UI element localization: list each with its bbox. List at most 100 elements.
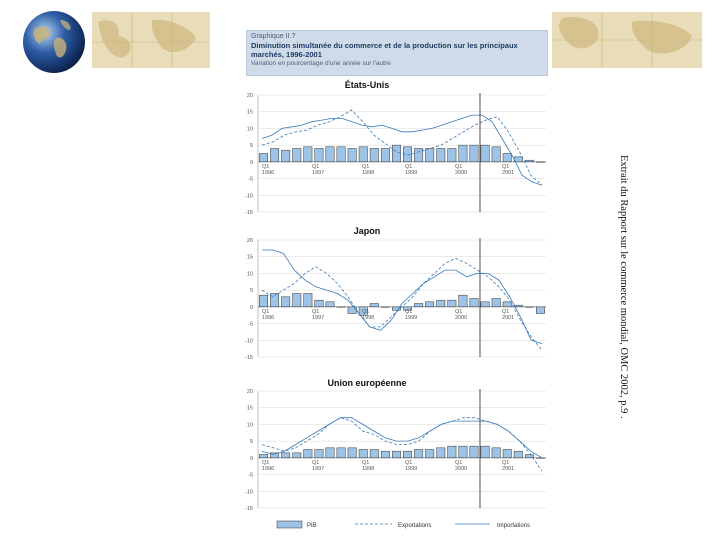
- bar-pib: [358, 146, 368, 163]
- globe-logo: [23, 11, 85, 73]
- legend-pib-swatch: [276, 520, 303, 529]
- bar-pib: [303, 449, 313, 459]
- chart-title: Japon: [354, 226, 381, 236]
- bar-pib: [513, 450, 523, 459]
- figure-subtitle: Variation en pourcentage d'une année sur…: [251, 60, 391, 67]
- bar-pib: [270, 452, 280, 459]
- bar-pib: [425, 301, 435, 308]
- y-tick-label: 15: [247, 110, 253, 116]
- x-tick-label: Q1: [262, 164, 269, 170]
- line-exportations: [261, 417, 543, 472]
- bar-pib: [469, 144, 479, 163]
- bar-pib: [281, 149, 291, 163]
- y-tick-label: 0: [250, 160, 253, 166]
- y-tick-label: 15: [247, 255, 253, 261]
- y-tick-label: 20: [247, 238, 253, 244]
- bar-pib: [447, 299, 457, 308]
- bar-pib: [469, 445, 479, 459]
- bar-pib: [292, 293, 302, 308]
- bar-pib: [380, 450, 390, 459]
- figure-title: Diminution simultanée du commerce et de …: [251, 41, 518, 59]
- line-importations: [262, 249, 543, 344]
- y-tick-label: -5: [248, 177, 253, 183]
- line-importations: [261, 417, 543, 459]
- chart-title: Union européenne: [327, 378, 406, 388]
- x-tick-label: Q1: [502, 460, 509, 466]
- bar-pib: [347, 306, 357, 314]
- x-tick-label: Q1: [455, 460, 462, 466]
- x-tick-label: Q1: [455, 164, 462, 170]
- x-tick-label: Q1: [262, 460, 269, 466]
- bar-pib: [447, 148, 457, 163]
- y-tick-label: 0: [250, 456, 253, 462]
- x-tick-label: Q1: [312, 309, 319, 315]
- bar-pib: [536, 306, 545, 314]
- bar-pib: [447, 445, 457, 459]
- bar-pib: [502, 449, 512, 459]
- y-tick-label: 10: [247, 126, 253, 132]
- figure-header: Graphique II.? Diminution simultanée du …: [246, 30, 548, 76]
- y-tick-label: -15: [245, 506, 253, 512]
- bar-pib: [392, 450, 401, 459]
- bar-pib: [259, 153, 268, 163]
- bar-pib: [458, 144, 468, 163]
- bar-pib: [270, 293, 280, 308]
- bar-pib: [369, 148, 379, 163]
- x-tick-label: 1999: [405, 315, 417, 321]
- bar-pib: [392, 144, 401, 163]
- line-exportations: [261, 109, 543, 186]
- y-tick-label: 10: [247, 271, 253, 277]
- bar-pib: [480, 301, 490, 308]
- bar-pib: [358, 449, 368, 459]
- x-tick-label: Q1: [362, 164, 369, 170]
- x-tick-label: Q1: [262, 309, 269, 315]
- x-tick-label: 2001: [502, 170, 514, 176]
- bar-pib: [502, 153, 512, 163]
- source-note: Extrait du Rapport sur le commerce mondi…: [618, 155, 629, 419]
- bar-pib: [491, 146, 501, 163]
- y-tick-label: -10: [245, 338, 253, 344]
- bar-pib: [491, 298, 501, 308]
- bar-pib: [336, 146, 346, 163]
- x-tick-label: 1996: [262, 466, 274, 472]
- y-tick-label: 5: [250, 143, 253, 149]
- bar-pib: [259, 454, 268, 459]
- bar-pib: [425, 148, 435, 163]
- bar-pib: [480, 144, 490, 163]
- y-tick-label: 15: [247, 406, 253, 412]
- bar-pib: [458, 294, 468, 308]
- legend-imports-label: Importations: [497, 523, 530, 529]
- bar-pib: [369, 449, 379, 459]
- bar-pib: [303, 293, 313, 308]
- x-tick-label: Q1: [312, 460, 319, 466]
- x-tick-label: Q1: [362, 460, 369, 466]
- bar-pib: [480, 445, 490, 459]
- chart-title: États-Unis: [345, 80, 390, 90]
- bar-pib: [469, 298, 479, 308]
- bar-pib: [458, 445, 468, 459]
- x-tick-label: Q1: [405, 164, 412, 170]
- x-tick-label: 1997: [312, 170, 324, 176]
- bar-pib: [436, 148, 446, 163]
- bar-pib: [414, 303, 424, 308]
- bar-pib: [347, 447, 357, 459]
- legend-exports-label: Exportations: [398, 523, 431, 529]
- bar-pib: [358, 306, 368, 316]
- x-tick-label: 1999: [405, 170, 417, 176]
- source-note-text: Extrait du Rapport sur le commerce mondi…: [618, 155, 629, 419]
- world-map-left-decoration: [92, 12, 210, 68]
- x-tick-label: 1996: [262, 315, 274, 321]
- bar-pib: [325, 301, 335, 308]
- line-exportations: [261, 257, 543, 351]
- bar-pib: [414, 449, 424, 459]
- x-tick-label: 2001: [502, 466, 514, 472]
- bar-pib: [292, 148, 302, 163]
- bar-pib: [436, 447, 446, 459]
- x-tick-label: 2000: [455, 315, 467, 321]
- x-tick-label: Q1: [455, 309, 462, 315]
- bar-pib: [347, 148, 357, 163]
- x-tick-label: 2001: [502, 315, 514, 321]
- bar-pib: [281, 452, 291, 459]
- bar-pib: [491, 447, 501, 459]
- y-tick-label: -5: [248, 322, 253, 328]
